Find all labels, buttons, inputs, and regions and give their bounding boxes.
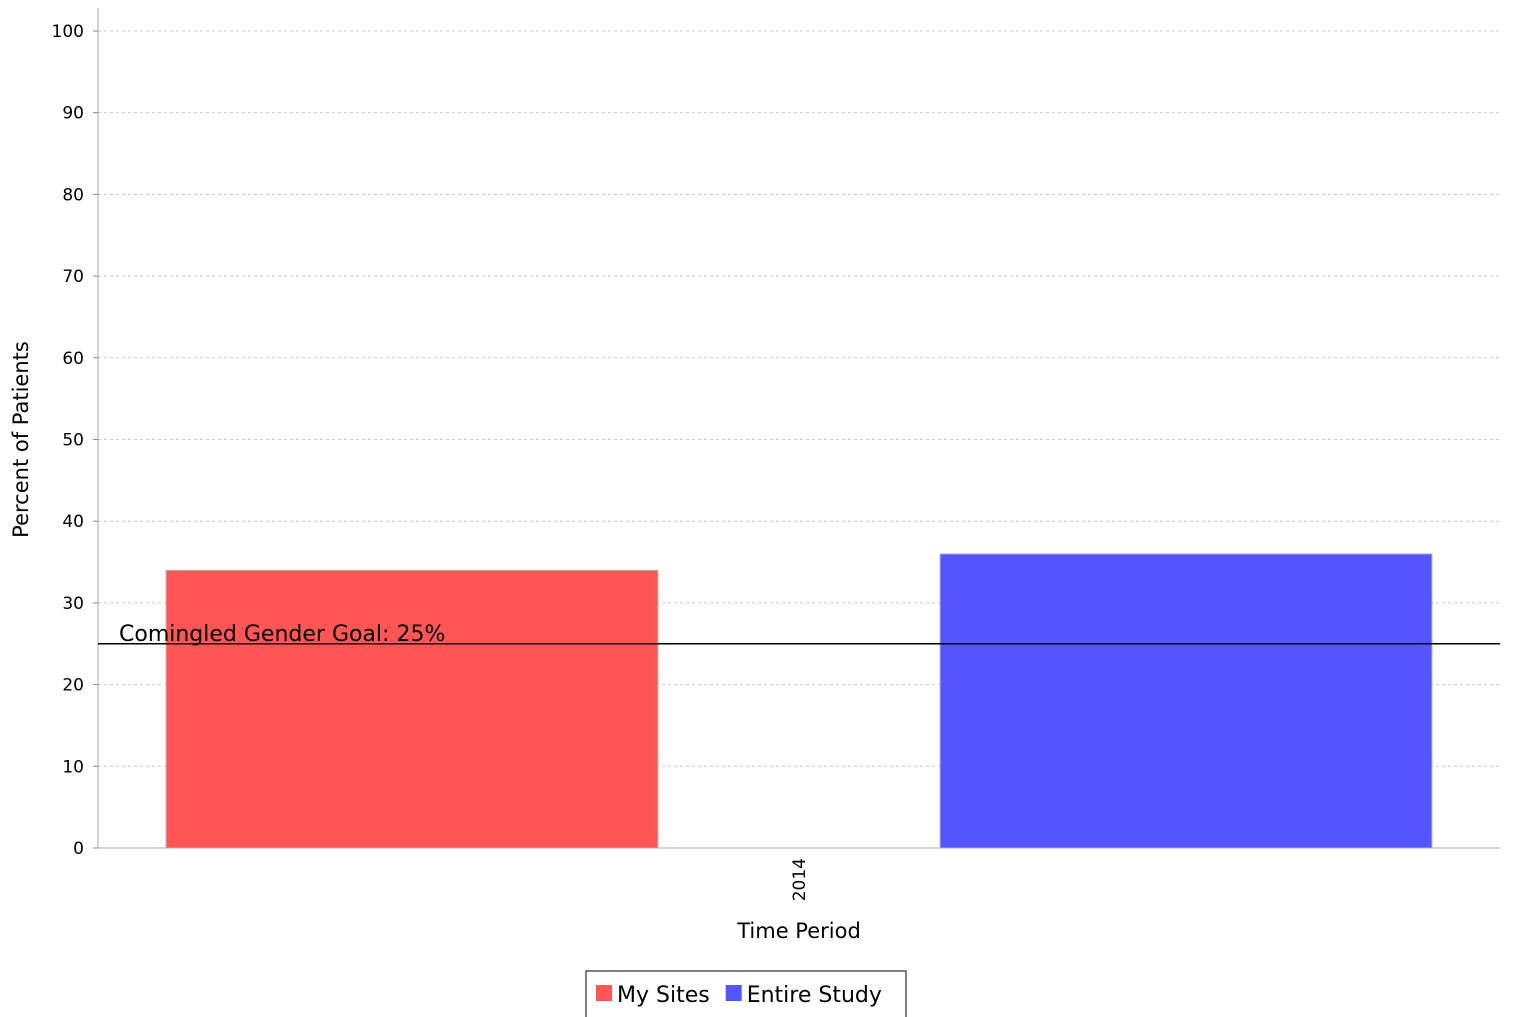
y-tick-label: 90	[62, 104, 84, 124]
x-tick-label: 2014	[790, 858, 810, 901]
reference-line-label: Comingled Gender Goal: 25%	[119, 622, 445, 647]
bars	[165, 553, 1433, 849]
legend-swatch	[725, 985, 742, 1001]
y-tick-label: 30	[62, 594, 84, 614]
legend-item: Entire Study	[725, 983, 882, 1008]
y-ticks: 0 10 20 30 40 50 60 70 80 90 100	[52, 22, 98, 859]
legend-item: My Sites	[596, 983, 710, 1008]
bar-my-sites	[165, 569, 659, 849]
y-tick-label: 50	[62, 431, 84, 451]
y-tick-label: 40	[62, 512, 84, 532]
legend-frame	[585, 970, 907, 1017]
y-tick-label: 100	[52, 22, 84, 42]
legend-label: My Sites	[617, 983, 710, 1008]
y-tick-label: 0	[73, 839, 84, 859]
x-axis-title: Time Period	[736, 919, 861, 943]
y-tick-label: 60	[62, 349, 84, 369]
y-axis-title: Percent of Patients	[9, 341, 33, 538]
y-tick-label: 80	[62, 185, 84, 205]
bar-entire-study	[939, 553, 1433, 849]
legend: My Sites Entire Study	[585, 970, 907, 1017]
y-tick-label: 20	[62, 676, 84, 696]
y-tick-label: 70	[62, 267, 84, 287]
legend-label: Entire Study	[747, 983, 882, 1008]
reference-line-group: Comingled Gender Goal: 25%	[98, 622, 1500, 647]
axes	[97, 8, 1500, 849]
legend-swatch	[596, 985, 612, 1001]
x-ticks: 2014	[790, 858, 810, 901]
y-tick-label: 10	[62, 757, 84, 777]
